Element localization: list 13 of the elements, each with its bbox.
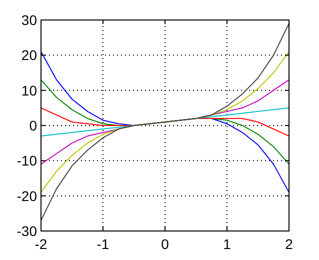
x-tick-label: 0 <box>161 236 170 252</box>
y-tick-label: 30 <box>21 12 38 28</box>
y-tick-label: 20 <box>21 47 38 64</box>
x-tick-label: 2 <box>285 236 294 252</box>
y-tick-label: -20 <box>16 188 38 204</box>
y-tick-label: 10 <box>21 82 38 98</box>
x-tick-label: 1 <box>223 236 232 252</box>
x-tick-label: -1 <box>96 236 110 252</box>
y-tick-label: -30 <box>16 223 38 239</box>
x-tick-label: -2 <box>34 236 48 252</box>
y-tick-label: -10 <box>16 152 38 169</box>
line-series <box>40 23 290 221</box>
y-tick-label: 0 <box>29 118 38 134</box>
